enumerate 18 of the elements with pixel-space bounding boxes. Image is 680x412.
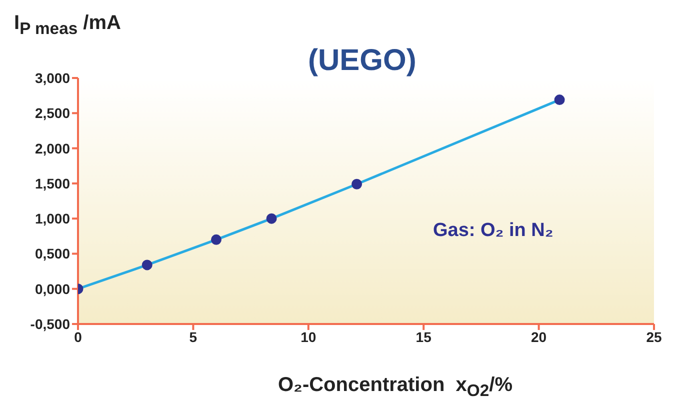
y-tick-label: 2,500 [34,105,70,122]
x-tick-label: 15 [416,328,432,345]
x-tick-label: 25 [646,328,662,345]
x-tick-label: 0 [74,328,82,345]
y-tick-label: 0,000 [34,280,70,297]
chart-title: (UEGO) [308,44,416,78]
y-axis-title: I$_{P meas}$ /mA [14,12,121,39]
y-tick-label: 1,500 [34,175,70,192]
x-tick-label: 20 [531,328,547,345]
y-tick-label: 0,500 [34,246,70,262]
y-tick-label: 2,000 [34,140,70,156]
y-tick-label: 1,000 [34,210,70,227]
x-tick-label: 5 [189,328,198,345]
y-tick-label: 3,000 [34,70,70,86]
y-tick-label: -0,500 [30,316,70,332]
annotation: Gas: O₂ in N₂ [433,220,554,242]
x-tick-label: 10 [300,328,316,345]
x-axis-title: O₂-Concentration x$_{O2}$/% [278,374,512,401]
